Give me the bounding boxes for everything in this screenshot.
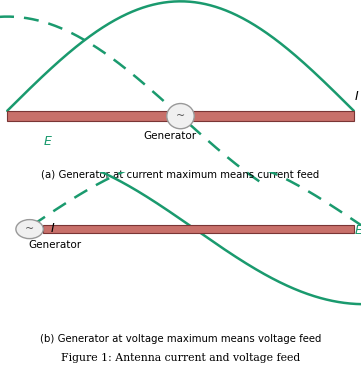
Text: I: I xyxy=(51,222,54,235)
Text: (b) Generator at voltage maximum means voltage feed: (b) Generator at voltage maximum means v… xyxy=(40,334,321,344)
Text: Generator: Generator xyxy=(143,131,196,141)
FancyBboxPatch shape xyxy=(18,227,30,231)
Text: ~: ~ xyxy=(176,111,185,121)
Text: ~: ~ xyxy=(25,224,34,234)
Text: Generator: Generator xyxy=(28,240,82,250)
Text: Figure 1: Antenna current and voltage feed: Figure 1: Antenna current and voltage fe… xyxy=(61,353,300,363)
Text: (a) Generator at current maximum means current feed: (a) Generator at current maximum means c… xyxy=(42,169,319,179)
Circle shape xyxy=(167,104,194,129)
Text: I: I xyxy=(355,89,358,103)
Text: E: E xyxy=(43,135,51,149)
FancyBboxPatch shape xyxy=(7,111,354,122)
Circle shape xyxy=(16,220,43,239)
Text: E: E xyxy=(355,224,361,237)
FancyBboxPatch shape xyxy=(43,225,354,233)
